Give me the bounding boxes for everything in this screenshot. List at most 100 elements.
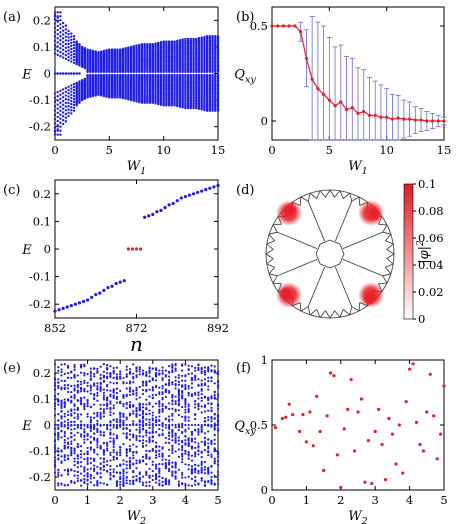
data-point [168,470,171,473]
data-point [171,461,174,464]
data-point [79,388,83,391]
data-point [66,484,70,487]
data-point [63,435,66,438]
data-point [154,402,158,405]
data-point [161,410,164,413]
data-point [121,47,125,51]
data-point [148,369,151,372]
data-point [67,85,70,89]
data-point [154,474,158,477]
data-point [66,376,70,379]
data-point [79,453,83,456]
data-point [102,410,105,413]
data-point [73,395,76,399]
data-point [132,433,135,436]
data-point [106,364,109,367]
data-point [89,457,92,460]
data-point [128,412,132,415]
data-point [141,409,145,413]
lattice-edge [300,306,311,315]
data-point [106,427,109,431]
data-point [148,375,151,378]
lattice-edge [318,266,326,282]
data-point [189,37,193,41]
data-point [67,105,70,108]
data-point [128,406,132,409]
data-point [53,447,57,450]
data-point [122,470,125,473]
data-point [138,366,141,369]
y-axis-label: Qxy [234,68,256,86]
data-point [106,377,109,380]
panel-c: 852 872 892-0.2-0.100.10.2(c)nE [3,179,229,356]
data-point [89,467,92,470]
data-point [119,96,122,99]
data-point [79,365,83,368]
data-point [89,367,92,370]
panel-a: 0 5 10 15-0.2-0.100.10.2(a)W1E [3,6,225,177]
data-point [151,396,154,399]
data-point [83,478,86,481]
data-point [83,441,86,444]
data-point [161,378,164,382]
data-point [125,416,128,419]
data-point [171,439,174,442]
data-point [57,384,60,388]
data-point [86,399,89,402]
data-point [53,26,57,30]
data-point [76,415,79,418]
data-point [128,438,132,441]
data-point [148,403,151,406]
data-point [125,467,128,470]
data-point [60,421,63,424]
data-point [83,458,86,461]
data-point [53,465,57,468]
data-point [122,474,125,477]
data-point [112,396,115,400]
data-point [174,400,177,403]
data-point [367,113,372,117]
data-point [56,111,59,115]
data-point [181,446,184,449]
data-point [102,461,105,464]
data-point [70,449,73,453]
data-point [102,415,105,418]
data-point [106,442,109,446]
data-point [102,375,105,378]
data-point [125,406,128,410]
data-point [171,400,174,403]
data-point [75,72,79,75]
data-point [96,382,99,385]
data-point [141,428,145,431]
data-point [109,381,112,384]
data-point [66,473,70,476]
data-point [89,473,92,477]
data-point [70,420,73,423]
data-point [96,446,99,449]
data-point [109,402,112,405]
data-point [67,36,70,39]
data-point [93,484,96,487]
data-point [63,484,66,487]
data-point [60,363,63,366]
data-point [135,100,138,103]
data-point [115,401,119,404]
data-point [61,37,65,40]
data-point [151,386,154,389]
data-point [344,108,349,112]
data-point [76,408,79,411]
colorbar-label: |φ|2 [416,240,432,264]
data-point [138,406,141,409]
data-point [174,376,177,379]
data-point [115,373,119,376]
y-axis-label: E [21,68,32,83]
data-point [79,449,83,453]
data-point [79,401,83,404]
data-point [106,368,109,371]
data-point [119,451,122,454]
data-point [60,436,63,439]
data-point [109,436,112,440]
data-point [75,104,78,107]
data-point [70,399,73,402]
data-point [385,115,389,119]
